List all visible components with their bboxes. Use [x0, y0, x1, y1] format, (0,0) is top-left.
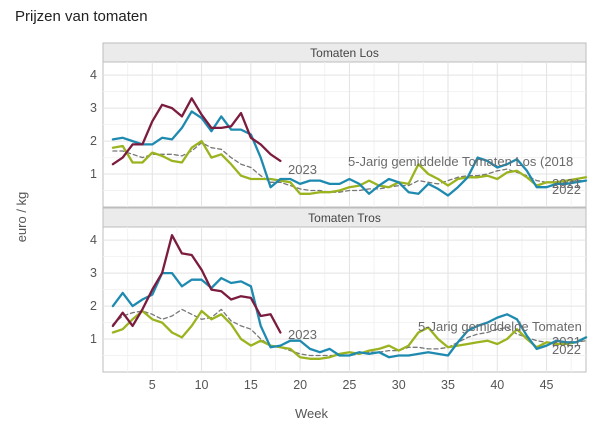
series-label-2023: 2023 — [288, 327, 317, 342]
y-tick-label: 3 — [90, 266, 97, 280]
x-tick-label: 5 — [149, 378, 156, 392]
series-label-2022: 2022 — [552, 342, 581, 357]
series-line-2022 — [111, 110, 588, 197]
series-line-avg — [112, 142, 587, 193]
x-tick-label: 20 — [293, 378, 307, 392]
x-tick-label: 30 — [392, 378, 406, 392]
series-label-2021: 2021 — [552, 334, 581, 349]
series-line-2022 — [111, 271, 588, 359]
x-tick-label: 15 — [244, 378, 258, 392]
y-tick-label: 3 — [90, 101, 97, 115]
y-tick-label: 1 — [90, 167, 97, 181]
y-tick-label: 4 — [90, 233, 97, 247]
panel-background — [102, 61, 587, 208]
series-label-2022: 2022 — [552, 182, 581, 197]
y-tick-label: 2 — [90, 134, 97, 148]
series-label-2023: 2023 — [288, 162, 317, 177]
x-tick-label: 10 — [195, 378, 209, 392]
panel-strip-label: Tomaten Tros — [308, 211, 381, 225]
chart-title: Prijzen van tomaten — [15, 8, 148, 25]
y-axis-title: euro / kg — [14, 192, 29, 243]
x-tick-label: 25 — [342, 378, 356, 392]
series-line-2021 — [111, 139, 588, 195]
series-line-2023 — [111, 97, 282, 166]
x-tick-label: 45 — [540, 378, 554, 392]
series-line-2023 — [111, 234, 282, 334]
series-line-avg — [112, 308, 587, 357]
x-axis-title: Week — [295, 406, 328, 421]
y-tick-label: 4 — [90, 68, 97, 82]
series-label-2021: 2021 — [552, 176, 581, 191]
panel-background — [102, 226, 587, 373]
y-tick-label: 2 — [90, 299, 97, 313]
y-tick-label: 1 — [90, 332, 97, 346]
panel-strip-label: Tomaten Los — [310, 46, 379, 60]
series-label-avg: 5-Jarig gemiddelde Tomaten — [418, 319, 582, 334]
series-line-2021 — [111, 309, 588, 360]
x-tick-label: 35 — [441, 378, 455, 392]
x-tick-label: 40 — [490, 378, 504, 392]
series-label-avg: 5-Jarig gemiddelde Tomaten Los (2018 — [348, 154, 573, 169]
